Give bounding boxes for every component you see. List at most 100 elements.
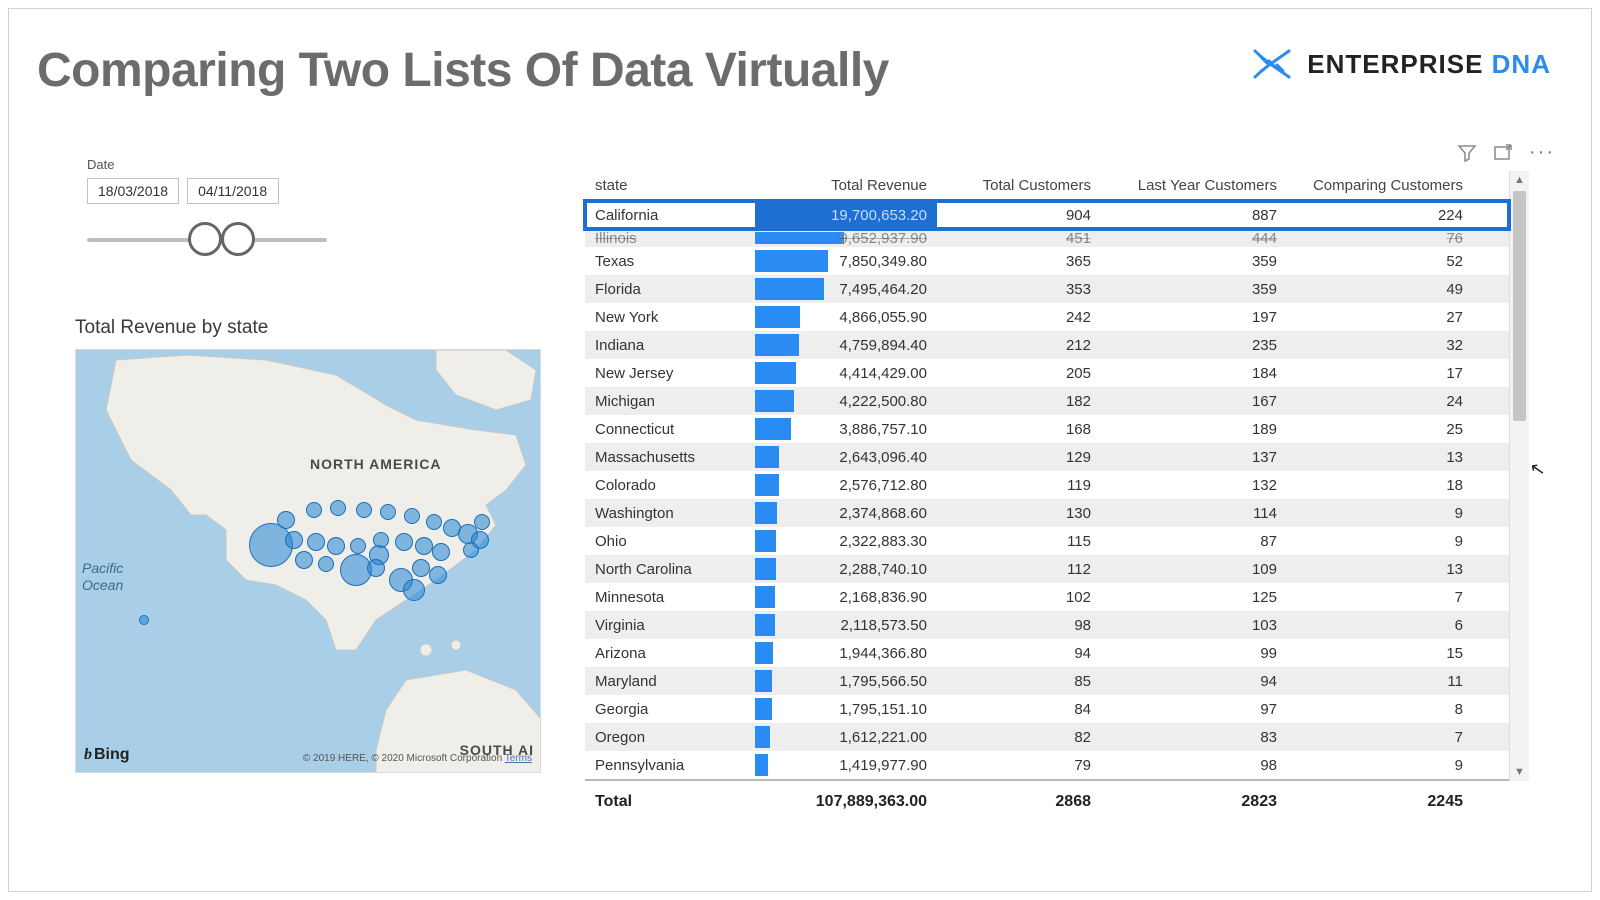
table-row[interactable]: Washington2,374,868.601301149 <box>585 499 1509 527</box>
table-row[interactable]: Texas7,850,349.8036535952 <box>585 247 1509 275</box>
map-bubble[interactable] <box>350 538 366 554</box>
table-row[interactable]: Ohio2,322,883.30115879 <box>585 527 1509 555</box>
cell-customers: 168 <box>937 415 1101 444</box>
map-bubble[interactable] <box>327 537 345 555</box>
more-options-icon[interactable]: ··· <box>1529 141 1555 164</box>
table-row[interactable]: Massachusetts2,643,096.4012913713 <box>585 443 1509 471</box>
table-row[interactable]: Indiana4,759,894.4021223532 <box>585 331 1509 359</box>
map-bubble[interactable] <box>404 508 420 524</box>
cell-last-year: 97 <box>1101 695 1287 724</box>
map-bubble[interactable] <box>285 531 303 549</box>
table-row[interactable]: Oregon1,612,221.0082837 <box>585 723 1509 751</box>
map-bubble[interactable] <box>307 533 325 551</box>
th-revenue[interactable]: Total Revenue <box>755 171 937 200</box>
table-row[interactable]: Pennsylvania1,419,977.9079989 <box>585 751 1509 779</box>
cell-last-year: 359 <box>1101 247 1287 276</box>
date-end-field[interactable]: 04/11/2018 <box>187 178 279 204</box>
th-customers[interactable]: Total Customers <box>937 171 1101 200</box>
map-bubble[interactable] <box>277 511 295 529</box>
map-visual: Total Revenue by state NORTH AMERICA SOU… <box>75 317 541 773</box>
map-bubble[interactable] <box>415 537 433 555</box>
table-row[interactable]: New Jersey4,414,429.0020518417 <box>585 359 1509 387</box>
cell-last-year: 444 <box>1101 229 1287 247</box>
table-row[interactable]: Florida7,495,464.2035335949 <box>585 275 1509 303</box>
th-state[interactable]: state <box>585 171 755 200</box>
map-bubble[interactable] <box>373 532 389 548</box>
cell-comparing: 18 <box>1287 471 1473 500</box>
map-bubble[interactable] <box>395 533 413 551</box>
filter-icon[interactable] <box>1457 143 1477 163</box>
table-row[interactable]: Illinois9,652,937.9045144476 <box>585 229 1509 247</box>
cell-customers: 130 <box>937 499 1101 528</box>
th-last-year[interactable]: Last Year Customers <box>1101 171 1287 200</box>
map-bubble[interactable] <box>429 566 447 584</box>
map-bubble[interactable] <box>295 551 313 569</box>
cell-state: Colorado <box>585 471 755 500</box>
cell-comparing: 13 <box>1287 555 1473 584</box>
slider-handle-start[interactable] <box>188 222 222 256</box>
cell-state: Massachusetts <box>585 443 755 472</box>
total-customers: 2868 <box>937 787 1101 817</box>
th-comparing[interactable]: Comparing Customers <box>1287 171 1473 200</box>
cell-revenue: 9,652,937.90 <box>755 229 937 247</box>
cell-revenue: 1,612,221.00 <box>755 723 937 751</box>
cell-state: Florida <box>585 275 755 304</box>
table-row[interactable]: Georgia1,795,151.1084978 <box>585 695 1509 723</box>
scroll-up-icon[interactable]: ▲ <box>1510 171 1529 189</box>
cell-last-year: 235 <box>1101 331 1287 360</box>
table-row[interactable]: Colorado2,576,712.8011913218 <box>585 471 1509 499</box>
table-row[interactable]: Virginia2,118,573.50981036 <box>585 611 1509 639</box>
cell-last-year: 125 <box>1101 583 1287 612</box>
cell-last-year: 184 <box>1101 359 1287 388</box>
map-bubble[interactable] <box>403 579 425 601</box>
table-row[interactable]: North Carolina2,288,740.1011210913 <box>585 555 1509 583</box>
map-bubble[interactable] <box>474 514 490 530</box>
cell-last-year: 167 <box>1101 387 1287 416</box>
scroll-thumb[interactable] <box>1513 191 1526 421</box>
table-footer: Total 107,889,363.00 2868 2823 2245 <box>585 779 1509 823</box>
map-bubble[interactable] <box>139 615 149 625</box>
table-row[interactable]: New York4,866,055.9024219727 <box>585 303 1509 331</box>
vertical-scrollbar[interactable]: ▲ ▼ <box>1509 171 1529 781</box>
map-bubble[interactable] <box>380 504 396 520</box>
map-bubble[interactable] <box>318 556 334 572</box>
cell-revenue: 4,866,055.90 <box>755 303 937 331</box>
table-row[interactable]: Connecticut3,886,757.1016818925 <box>585 415 1509 443</box>
cell-state: New Jersey <box>585 359 755 388</box>
map-bubble[interactable] <box>426 514 442 530</box>
map-bubble[interactable] <box>412 559 430 577</box>
map-bubble[interactable] <box>306 502 322 518</box>
map-bubble[interactable] <box>432 543 450 561</box>
cell-revenue: 2,322,883.30 <box>755 527 937 555</box>
cell-last-year: 137 <box>1101 443 1287 472</box>
cell-revenue: 4,759,894.40 <box>755 331 937 359</box>
scroll-down-icon[interactable]: ▼ <box>1510 763 1529 781</box>
focus-mode-icon[interactable] <box>1493 143 1513 163</box>
map-bubble[interactable] <box>356 502 372 518</box>
map-bubble[interactable] <box>463 542 479 558</box>
map-bubble[interactable] <box>330 500 346 516</box>
cell-customers: 102 <box>937 583 1101 612</box>
table-row[interactable]: Michigan4,222,500.8018216724 <box>585 387 1509 415</box>
table-row[interactable]: Minnesota2,168,836.901021257 <box>585 583 1509 611</box>
cell-last-year: 99 <box>1101 639 1287 668</box>
cell-last-year: 189 <box>1101 415 1287 444</box>
cell-revenue: 4,414,429.00 <box>755 359 937 387</box>
map-bubble[interactable] <box>367 559 385 577</box>
table-row[interactable]: Arizona1,944,366.80949915 <box>585 639 1509 667</box>
cell-customers: 112 <box>937 555 1101 584</box>
table-row[interactable]: California19,700,653.20904887224 <box>585 201 1509 229</box>
map-title: Total Revenue by state <box>75 317 541 339</box>
slider-handle-end[interactable] <box>221 222 255 256</box>
date-start-field[interactable]: 18/03/2018 <box>87 178 179 204</box>
cell-last-year: 132 <box>1101 471 1287 500</box>
table-row[interactable]: Maryland1,795,566.50859411 <box>585 667 1509 695</box>
map-canvas[interactable]: NORTH AMERICA SOUTH AI PacificOcean bBin… <box>75 349 541 773</box>
date-slider[interactable] <box>87 222 327 256</box>
cell-customers: 119 <box>937 471 1101 500</box>
cell-revenue: 2,118,573.50 <box>755 611 937 639</box>
cell-revenue: 19,700,653.20 <box>755 201 937 229</box>
map-terms-link[interactable]: Terms <box>505 753 532 764</box>
cell-last-year: 114 <box>1101 499 1287 528</box>
cell-state: Minnesota <box>585 583 755 612</box>
